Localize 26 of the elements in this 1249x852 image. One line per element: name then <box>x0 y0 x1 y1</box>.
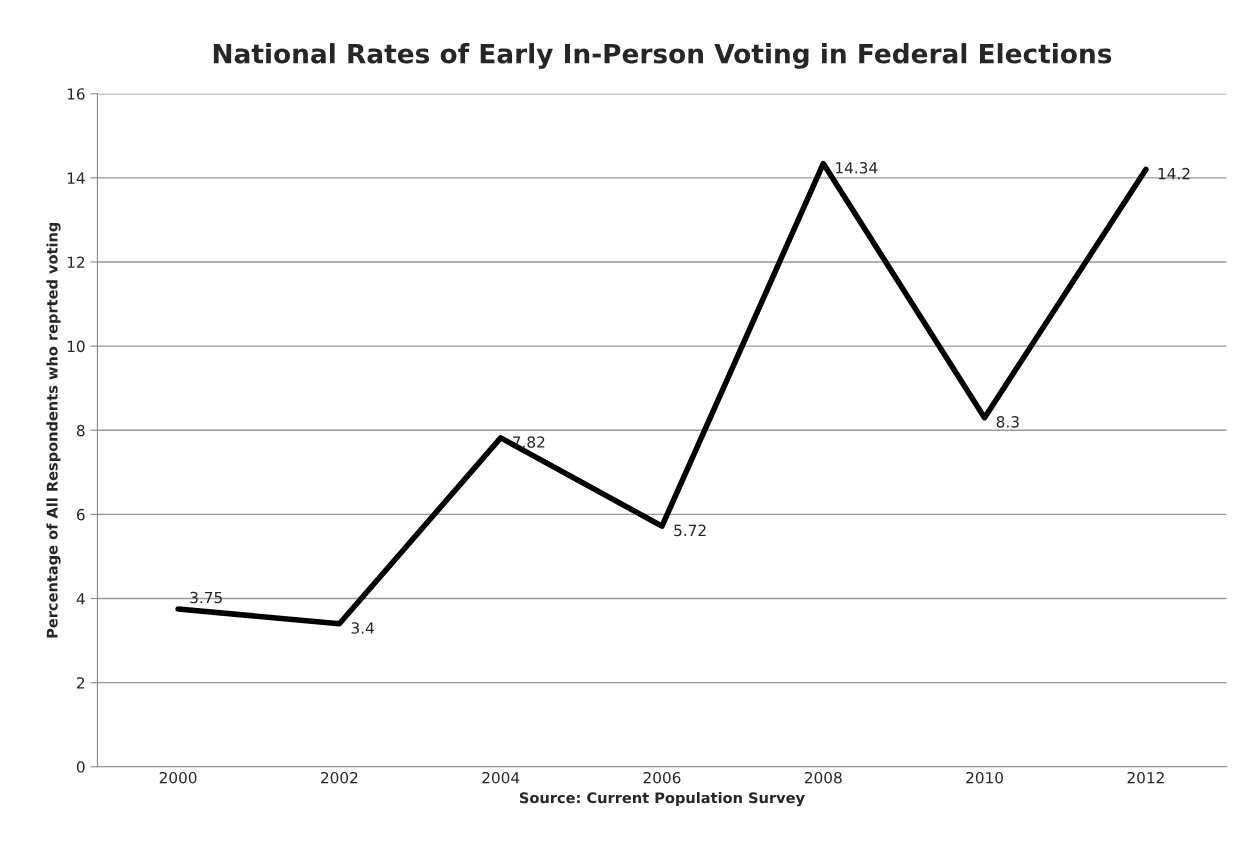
y-tick-label: 14 <box>67 172 85 184</box>
x-tick-label: 2006 <box>643 771 681 784</box>
y-tick-label: 2 <box>77 677 85 689</box>
y-tick-label: 0 <box>76 761 85 773</box>
x-tick-label: 2010 <box>966 771 1003 784</box>
y-tick-label: 12 <box>67 256 85 268</box>
y-tick-label: 8 <box>76 424 85 437</box>
x-tick-label: 2000 <box>159 771 197 784</box>
y-axis-title: Percentage of All Respondents who reprted voting <box>46 222 61 638</box>
x-tick-label: 2008 <box>804 771 842 784</box>
data-label: 3.75 <box>190 591 222 604</box>
y-tick-label: 16 <box>67 88 85 100</box>
data-label: 7.82 <box>513 436 545 448</box>
data-label: 8.3 <box>996 416 1019 428</box>
x-axis-title: Source: Current Population Survey <box>519 792 805 807</box>
data-label: 14.2 <box>1158 167 1190 180</box>
y-tick-label: 10 <box>67 340 85 353</box>
x-tick-label: 2002 <box>321 771 358 784</box>
x-tick-label: 2012 <box>1127 771 1164 784</box>
data-label: 5.72 <box>674 524 706 537</box>
x-tick-label: 2004 <box>482 771 520 784</box>
y-tick-label: 6 <box>76 508 85 521</box>
data-label: 14.34 <box>836 161 878 174</box>
y-tick-label: 4 <box>76 593 85 605</box>
chart-title: National Rates of Early In-Person Voting in Federal Elections <box>213 43 1112 69</box>
data-label: 3.4 <box>351 622 374 634</box>
